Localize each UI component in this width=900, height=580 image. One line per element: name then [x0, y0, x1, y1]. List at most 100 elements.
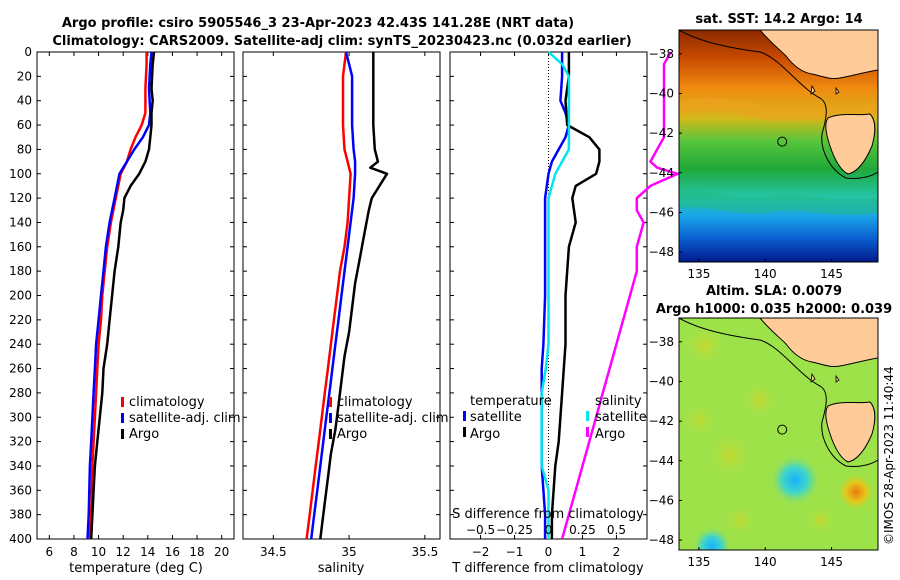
map-ytick-label: −48	[649, 533, 674, 547]
salinity-legend: climatology satellite-adj. clim Argo	[329, 395, 449, 442]
sst-map: sat. SST: 14.2 Argo: 14 135 140 145 −38 −40 −…	[649, 12, 879, 281]
xtick-label: 12	[116, 545, 131, 559]
legend-climatology: climatology	[129, 395, 205, 410]
title-line-1: Argo profile: csiro 5905546_3 23-Apr-202…	[62, 16, 574, 31]
legend-climatology-2: climatology	[337, 395, 413, 410]
series-line-satellite-adj-clim	[86, 51, 153, 540]
map-ytick-label: −44	[649, 166, 674, 180]
sla-argo-marker	[777, 424, 788, 435]
xtick-label: 1	[579, 545, 587, 559]
t-difference-xlabel: T difference from climatology	[451, 561, 644, 576]
xtick-label: 18	[189, 545, 204, 559]
ytick-label: 120	[9, 191, 32, 205]
ytick-label: 240	[9, 337, 32, 351]
xtick-label: 2	[613, 545, 621, 559]
map-ytick-label: −44	[649, 454, 674, 468]
sla-map: Altim. SLA: 0.0079 Argo h1000: 0.035 h20…	[649, 284, 892, 569]
series-line-s-argo	[560, 51, 679, 540]
legend-satellite-adj-2: satellite-adj. clim	[337, 411, 449, 426]
ytick-label: 360	[9, 483, 32, 497]
ytick-label: 260	[9, 362, 32, 376]
series-line-s-satellite	[540, 51, 571, 539]
map-xtick-label: 135	[687, 267, 710, 281]
map-xtick-label: 145	[820, 555, 843, 569]
series-line-t-argo	[550, 52, 601, 539]
ytick-label: 200	[9, 289, 32, 303]
legend-satellite-adj: satellite-adj. clim	[129, 411, 241, 426]
map-ytick-label: −48	[649, 245, 674, 259]
legend-argo-2: Argo	[337, 427, 367, 442]
ytick-label: 340	[9, 459, 32, 473]
map-ytick-label: −42	[649, 414, 674, 428]
title-line-2: Climatology: CARS2009. Satellite-adj cli…	[52, 34, 631, 49]
legend-temperature-title: temperature	[470, 394, 552, 409]
sst-argo-marker	[777, 136, 788, 147]
ytick-label: 280	[9, 386, 32, 400]
xtick-label: 14	[140, 545, 155, 559]
sla-map-title-2: Argo h1000: 0.035 h2000: 0.039	[656, 302, 892, 317]
sst-axes-box	[678, 29, 879, 263]
legend-t-satellite: satellite	[470, 410, 522, 425]
map-ytick-label: −38	[649, 47, 674, 61]
s-tick-label: −0.5	[466, 523, 495, 537]
ytick-label: 300	[9, 410, 32, 424]
xtick-label: 35.5	[411, 545, 438, 559]
map-ytick-label: −42	[649, 126, 674, 140]
map-ytick-label: −40	[649, 86, 674, 100]
s-tick-label: 0.5	[607, 523, 626, 537]
ytick-label: 180	[9, 264, 32, 278]
xtick-label: 8	[70, 545, 78, 559]
s-difference-label: S difference from climatology	[452, 507, 644, 522]
ytick-label: 40	[17, 94, 32, 108]
series-line-climatology	[305, 51, 352, 540]
sla-land-tasmania	[825, 401, 876, 463]
xtick-label: 6	[45, 545, 53, 559]
ytick-label: 380	[9, 508, 32, 522]
series-line-argo	[319, 52, 389, 540]
map-xtick-label: 140	[754, 555, 777, 569]
salinity-panel: 34.5 35 35.5 salinity climatology satellit…	[242, 51, 449, 576]
sla-land-mainland	[759, 318, 878, 367]
xtick-label: 0	[545, 545, 553, 559]
map-ytick-label: −46	[649, 205, 674, 219]
map-ytick-label: −38	[649, 335, 674, 349]
ytick-label: 160	[9, 240, 32, 254]
legend-t-argo: Argo	[470, 427, 500, 442]
xtick-label: 16	[165, 545, 180, 559]
temperature-legend: climatology satellite-adj. clim Argo	[121, 395, 241, 442]
ytick-label: 60	[17, 118, 32, 132]
map-ytick-label: −46	[649, 493, 674, 507]
ytick-label: 0	[24, 45, 32, 59]
sst-map-title: sat. SST: 14.2 Argo: 14	[695, 12, 862, 27]
legend-s-satellite: satellite	[595, 410, 647, 425]
legend-argo: Argo	[129, 427, 159, 442]
map-xtick-label: 135	[687, 555, 710, 569]
ytick-label: 140	[9, 215, 32, 229]
xtick-label: 35	[341, 545, 356, 559]
s-tick-label: 0	[545, 523, 553, 537]
xtick-label: 34.5	[260, 545, 287, 559]
ytick-label: 100	[9, 167, 32, 181]
xtick-label: 20	[214, 545, 229, 559]
difference-legend: temperature satellite Argo salinity sate…	[463, 394, 647, 442]
map-ytick-label: −40	[649, 374, 674, 388]
sst-land-mainland	[759, 30, 878, 79]
legend-s-argo: Argo	[595, 427, 625, 442]
map-xtick-label: 140	[754, 267, 777, 281]
temperature-panel: 6 8 10 12 14 16 18 20 0 20 40 60 80 100 120 140 160 180 2…	[9, 45, 241, 576]
ytick-label: 20	[17, 69, 32, 83]
credit-stamp: ©IMOS 28-Apr-2023 11:40:44	[882, 366, 896, 545]
sla-axes-box	[678, 317, 879, 551]
legend-salinity-title: salinity	[595, 394, 642, 409]
salinity-xlabel: salinity	[318, 561, 365, 576]
sla-map-title-1: Altim. SLA: 0.0079	[706, 284, 842, 299]
series-line-argo	[89, 51, 156, 540]
difference-panel: −2 −1 0 1 2 −0.5 −0.25 0 0.25 0.5 S difference f…	[449, 51, 679, 576]
ytick-label: 400	[9, 532, 32, 546]
s-tick-label: −0.25	[496, 523, 533, 537]
temperature-axes-box	[36, 51, 235, 540]
ytick-label: 320	[9, 435, 32, 449]
xtick-label: −2	[472, 545, 490, 559]
series-line-satellite-adj-clim	[309, 51, 357, 540]
xtick-label: −1	[506, 545, 524, 559]
